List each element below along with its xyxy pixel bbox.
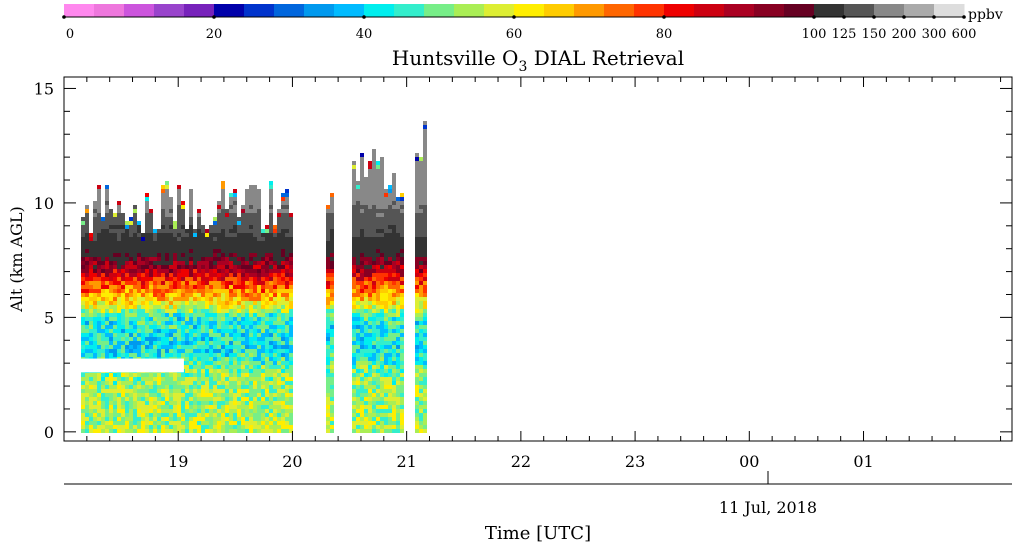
colorbar-swatch: [244, 4, 275, 17]
y-axis: 0 5 10 15: [34, 79, 1012, 442]
data-gap: [77, 358, 184, 373]
y-tick-label: 10: [34, 194, 54, 213]
y-tick-label: 0: [44, 423, 54, 442]
colorbar-unit-label: ppbv: [968, 7, 1003, 23]
y-axis-label: Alt (km AGL): [7, 206, 26, 313]
heatmap-cells: [77, 121, 427, 433]
chart-title: Huntsville O3 DIAL Retrieval: [392, 46, 684, 75]
colorbar-tick-label: 100: [802, 27, 827, 42]
colorbar-swatch: [694, 4, 725, 17]
colorbar-swatch: [484, 4, 515, 17]
colorbar-swatch: [814, 4, 845, 17]
colorbar-swatch: [454, 4, 485, 17]
colorbar-swatch: [724, 4, 755, 17]
colorbar-tick-label: 40: [356, 27, 373, 42]
colorbar-swatch: [214, 4, 245, 17]
x-axis: 19 20 21 22 23 00 01: [86, 77, 1002, 471]
x-tick-label: 20: [282, 452, 302, 471]
colorbar-tick: [662, 15, 666, 19]
colorbar-tick: [842, 15, 846, 19]
colorbar-swatch: [154, 4, 185, 17]
x-tick-label: 22: [511, 452, 531, 471]
colorbar-tick-label: 300: [922, 27, 947, 42]
colorbar-tick: [512, 15, 516, 19]
colorbar-swatch: [334, 4, 365, 17]
colorbar-swatch: [304, 4, 335, 17]
colorbar-swatch: [94, 4, 125, 17]
colorbar-tick-label: 200: [892, 27, 917, 42]
colorbar-swatch: [514, 4, 545, 17]
x-tick-label: 19: [168, 452, 188, 471]
colorbar-tick: [962, 15, 966, 19]
colorbar-tick-label: 600: [952, 27, 977, 42]
x-tick-label: 01: [853, 452, 873, 471]
colorbar-swatch: [784, 4, 815, 17]
colorbar-swatch: [934, 4, 965, 17]
colorbar-swatch: [754, 4, 785, 17]
y-tick-label: 15: [34, 79, 54, 98]
y-tick-label: 5: [44, 308, 54, 327]
chart-title-rest: DIAL Retrieval: [527, 46, 684, 70]
x-tick-label: 21: [396, 452, 416, 471]
colorbar-swatch: [904, 4, 935, 17]
colorbar-tick: [212, 15, 216, 19]
colorbar-swatch: [634, 4, 665, 17]
colorbar-swatch: [874, 4, 905, 17]
colorbar-swatch: [604, 4, 635, 17]
colorbar-tick: [932, 15, 936, 19]
colorbar-swatch: [424, 4, 455, 17]
colorbar-tick-label: 125: [832, 27, 857, 42]
chart-title-main: Huntsville O: [392, 46, 519, 70]
plot-frame: [63, 76, 1013, 442]
x-tick-label: 00: [739, 452, 759, 471]
colorbar-tick-label: 60: [506, 27, 523, 42]
colorbar-tick: [62, 15, 66, 19]
colorbar-swatch: [64, 4, 95, 17]
colorbar-swatch: [394, 4, 425, 17]
colorbar-swatch: [364, 4, 395, 17]
colorbar-tick-label: 0: [66, 27, 74, 42]
x-axis-label: Time [UTC]: [485, 523, 591, 544]
colorbar-swatch: [544, 4, 575, 17]
colorbar-tick-label: 80: [656, 27, 673, 42]
colorbar-swatch: [124, 4, 155, 17]
colorbar-tick: [872, 15, 876, 19]
colorbar-tick-label: 150: [862, 27, 887, 42]
colorbar-swatch: [844, 4, 875, 17]
x-tick-label: 23: [625, 452, 645, 471]
colorbar-tick-label: 20: [206, 27, 223, 42]
colorbar-swatch: [274, 4, 305, 17]
colorbar-tick: [902, 15, 906, 19]
colorbar-swatch: [184, 4, 215, 17]
colorbar-swatch: [574, 4, 605, 17]
colorbar-tick: [362, 15, 366, 19]
date-label: 11 Jul, 2018: [719, 498, 817, 517]
colorbar: 0 20 40 60 80 100 125 150 200 300 600: [62, 4, 976, 42]
colorbar-tick: [812, 15, 816, 19]
colorbar-swatch: [664, 4, 695, 17]
chart-title-subscript: 3: [518, 59, 527, 75]
